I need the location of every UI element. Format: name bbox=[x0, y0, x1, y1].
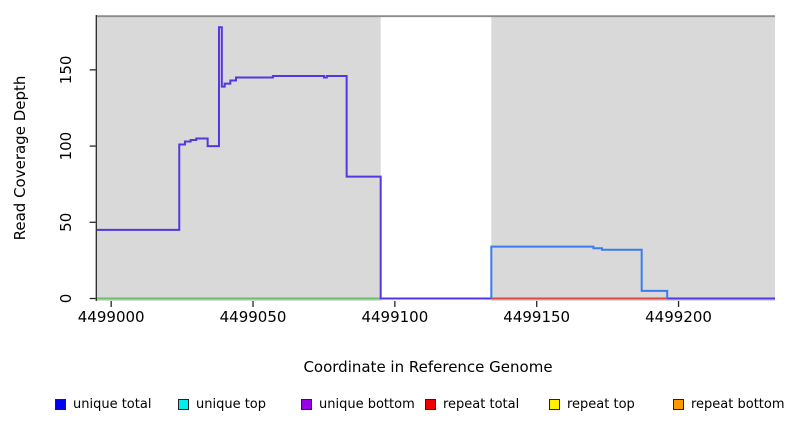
y-tick-label: 50 bbox=[57, 213, 75, 232]
x-axis-label: Coordinate in Reference Genome bbox=[303, 358, 553, 376]
legend-label: unique total bbox=[73, 397, 152, 412]
legend-swatch-repeat-bottom bbox=[673, 399, 684, 410]
legend-item-unique-bottom: unique bottom bbox=[301, 397, 415, 412]
legend-item-unique-total: unique total bbox=[55, 397, 151, 412]
legend-item-repeat-top: repeat top bbox=[549, 397, 635, 412]
legend-swatch-unique-bottom bbox=[301, 399, 312, 410]
legend-swatch-unique-total bbox=[55, 399, 66, 410]
covered-region-left bbox=[97, 16, 381, 301]
legend-swatch-unique-top bbox=[178, 399, 189, 410]
legend: unique total unique top unique bottom repea… bbox=[0, 397, 792, 417]
legend-label: repeat total bbox=[443, 397, 520, 412]
x-tick-label: 4499200 bbox=[645, 308, 712, 326]
x-tick-label: 4499050 bbox=[220, 308, 287, 326]
x-tick-label: 4499000 bbox=[78, 308, 145, 326]
legend-item-repeat-total: repeat total bbox=[425, 397, 519, 412]
x-tick-label: 4499150 bbox=[503, 308, 570, 326]
trace-unique-coverage-left bbox=[97, 26, 775, 300]
covered-region-right bbox=[491, 16, 775, 301]
y-tick-label: 100 bbox=[57, 132, 75, 161]
legend-swatch-repeat-total bbox=[425, 399, 436, 410]
legend-swatch-repeat-top bbox=[549, 399, 560, 410]
y-axis-label: Read Coverage Depth bbox=[11, 75, 29, 241]
trace-unique-total-right bbox=[490, 245, 669, 299]
legend-label: repeat top bbox=[567, 397, 635, 412]
legend-item-unique-top: unique top bbox=[178, 397, 266, 412]
y-tick-label: 0 bbox=[57, 294, 75, 304]
legend-item-repeat-bottom: repeat bottom bbox=[673, 397, 785, 412]
legend-label: unique top bbox=[196, 397, 267, 412]
legend-label: unique bottom bbox=[319, 397, 415, 412]
legend-label: repeat bottom bbox=[691, 397, 785, 412]
x-tick-label: 4499100 bbox=[361, 308, 428, 326]
y-tick-label: 150 bbox=[57, 56, 75, 85]
